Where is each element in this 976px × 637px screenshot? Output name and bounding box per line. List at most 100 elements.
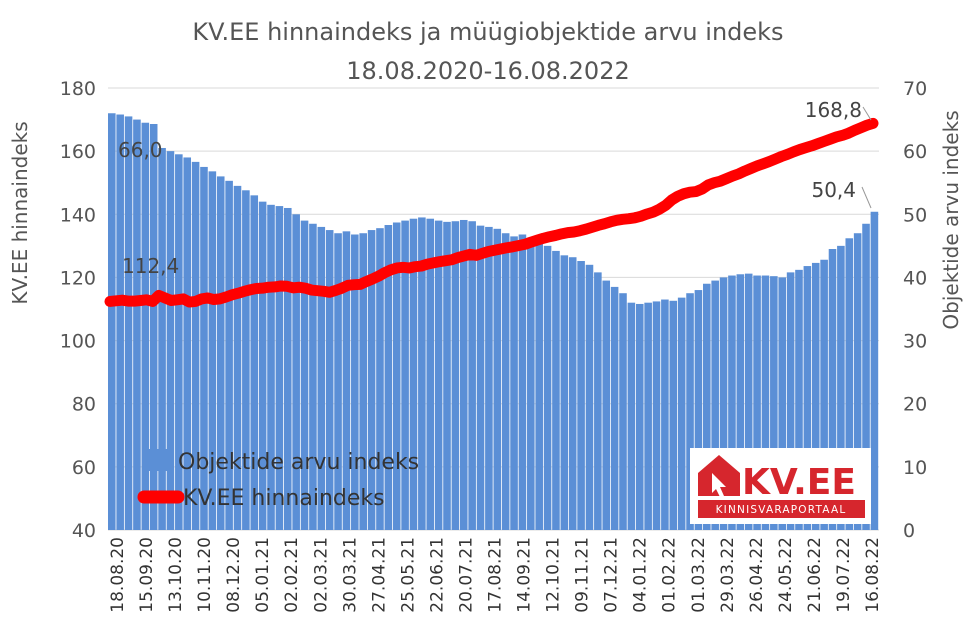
x-tick-label: 12.10.21	[544, 537, 564, 613]
x-tick-label: 09.11.21	[573, 537, 593, 613]
bar	[761, 275, 770, 530]
y-tick-label: 80	[72, 394, 96, 416]
bar-series	[108, 113, 879, 531]
bar	[677, 297, 686, 530]
chart-subtitle: 18.08.2020-16.08.2022	[346, 57, 630, 85]
bar	[292, 214, 300, 531]
x-tick-label: 05.01.21	[253, 537, 273, 613]
x-tick-label: 22.06.21	[427, 537, 447, 613]
kv-ee-logo: KV.EE KINNISVARAPORTAAL	[690, 448, 871, 524]
x-tick-label: 26.04.22	[747, 537, 767, 613]
bar	[853, 233, 862, 530]
x-tick-label: 24.05.22	[776, 537, 796, 613]
bar	[133, 119, 141, 531]
bar	[686, 293, 694, 530]
bar	[208, 171, 217, 530]
chart-title: KV.EE hinnaindeks ja müügiobjektide arvu…	[192, 18, 783, 46]
bar	[568, 257, 577, 530]
y-tick-label: 60	[72, 457, 96, 479]
y-tick-label: 120	[60, 267, 96, 289]
bar	[711, 280, 719, 530]
legend-bar-swatch	[148, 449, 174, 471]
bar	[451, 221, 460, 530]
bar	[283, 207, 292, 530]
line-end-leader	[862, 106, 872, 121]
bar	[652, 301, 661, 530]
bar	[803, 266, 812, 530]
bar	[862, 223, 870, 530]
bar	[602, 280, 611, 530]
bar	[392, 222, 401, 530]
bar	[778, 277, 787, 530]
bar	[493, 228, 502, 530]
bar	[811, 262, 820, 530]
y2-tick-label: 40	[903, 267, 927, 289]
x-tick-label: 18.08.20	[108, 537, 128, 613]
y-tick-label: 40	[72, 520, 96, 542]
y-tick-label: 100	[60, 331, 96, 353]
bar	[443, 221, 451, 530]
bar	[175, 154, 183, 531]
x-tick-label: 02.02.21	[282, 537, 302, 613]
y-tick-label: 160	[60, 141, 96, 163]
bar	[317, 226, 326, 530]
right-axis-ticks: 0 10 20 30 40 50 60 70	[903, 78, 927, 542]
bar	[476, 225, 485, 530]
bar	[770, 276, 778, 530]
bar	[837, 245, 845, 530]
line-start-label: 112,4	[122, 254, 179, 278]
line-end-label: 168,8	[805, 98, 862, 122]
logo-tagline: KINNISVARAPORTAAL	[716, 504, 847, 516]
x-tick-label: 19.07.22	[834, 537, 854, 613]
bar	[828, 249, 837, 530]
bar	[200, 166, 208, 530]
bar	[225, 180, 233, 530]
x-tick-label: 13.10.20	[166, 537, 186, 613]
bar	[116, 114, 124, 531]
bar	[577, 261, 585, 530]
bar	[635, 303, 644, 530]
bar-end-label: 50,4	[811, 178, 856, 202]
bar-start-label: 66,0	[118, 138, 163, 162]
bar	[426, 218, 435, 530]
x-tick-label: 10.11.20	[195, 537, 215, 613]
bar	[728, 275, 736, 530]
bar	[342, 231, 351, 530]
logo-name: KV.EE	[742, 462, 856, 503]
bar	[367, 230, 376, 531]
legend: Objektide arvu indeks KV.EE hinnaindeks	[137, 449, 419, 511]
x-tick-label: 15.09.20	[137, 537, 157, 613]
bar	[845, 238, 854, 530]
bar	[753, 275, 761, 530]
x-tick-label: 29.03.22	[718, 537, 738, 613]
bar	[459, 219, 468, 530]
bar	[552, 250, 560, 530]
y2-axis-label: Objektide arvu indeks	[939, 110, 963, 329]
bar	[401, 220, 409, 530]
bar	[510, 236, 518, 530]
bar	[267, 204, 275, 531]
cursor-icon	[712, 473, 726, 497]
bar	[644, 302, 652, 530]
bar	[703, 283, 711, 530]
bar	[501, 233, 510, 530]
bar	[351, 234, 359, 530]
y2-tick-label: 50	[903, 204, 927, 226]
x-tick-label: 08.12.20	[224, 537, 244, 613]
bar	[334, 233, 342, 530]
bar	[300, 220, 309, 530]
bar	[325, 230, 334, 531]
bar	[694, 290, 703, 530]
x-tick-label: 07.12.21	[602, 537, 622, 613]
bar	[309, 223, 317, 530]
bar	[585, 264, 594, 530]
y2-tick-label: 0	[903, 520, 915, 542]
y2-tick-label: 20	[903, 394, 927, 416]
y2-tick-label: 60	[903, 141, 927, 163]
bar	[359, 233, 367, 530]
bar	[535, 242, 543, 530]
bar	[233, 185, 242, 530]
bar	[786, 272, 795, 530]
bar	[242, 190, 250, 530]
